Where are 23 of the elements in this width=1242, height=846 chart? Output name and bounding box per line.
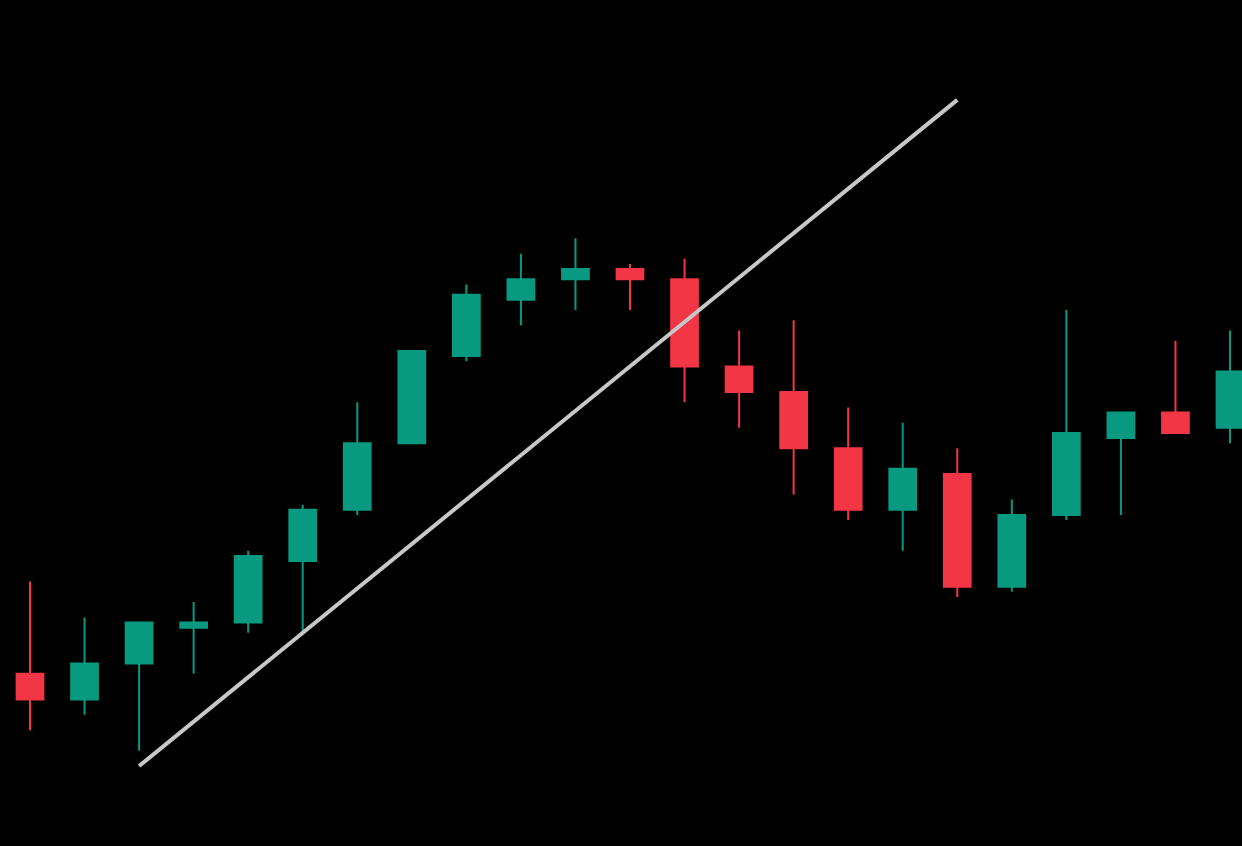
candlestick: [997, 498, 1027, 593]
candlestick: [397, 350, 427, 445]
candlestick: [70, 616, 99, 716]
candlestick: [779, 319, 808, 496]
candlestick: [1052, 309, 1081, 522]
candlestick: [724, 329, 754, 429]
candlestick: [15, 580, 45, 732]
candlestick: [233, 549, 263, 634]
candlestick: [1106, 411, 1136, 516]
candlestick: [888, 421, 918, 552]
candlestick: [288, 503, 318, 634]
candlestick: [670, 257, 699, 404]
candlestick: [1215, 329, 1242, 445]
candlestick: [833, 406, 863, 522]
candlestick: [179, 601, 208, 675]
candlestick: [561, 237, 590, 312]
candlestick: [506, 252, 536, 327]
candlestick: [1161, 339, 1190, 434]
candlestick: [124, 621, 154, 752]
candlestick: [942, 447, 972, 598]
candlestick: [452, 283, 481, 363]
candlestick: [342, 401, 372, 516]
candlestick: [615, 262, 645, 312]
